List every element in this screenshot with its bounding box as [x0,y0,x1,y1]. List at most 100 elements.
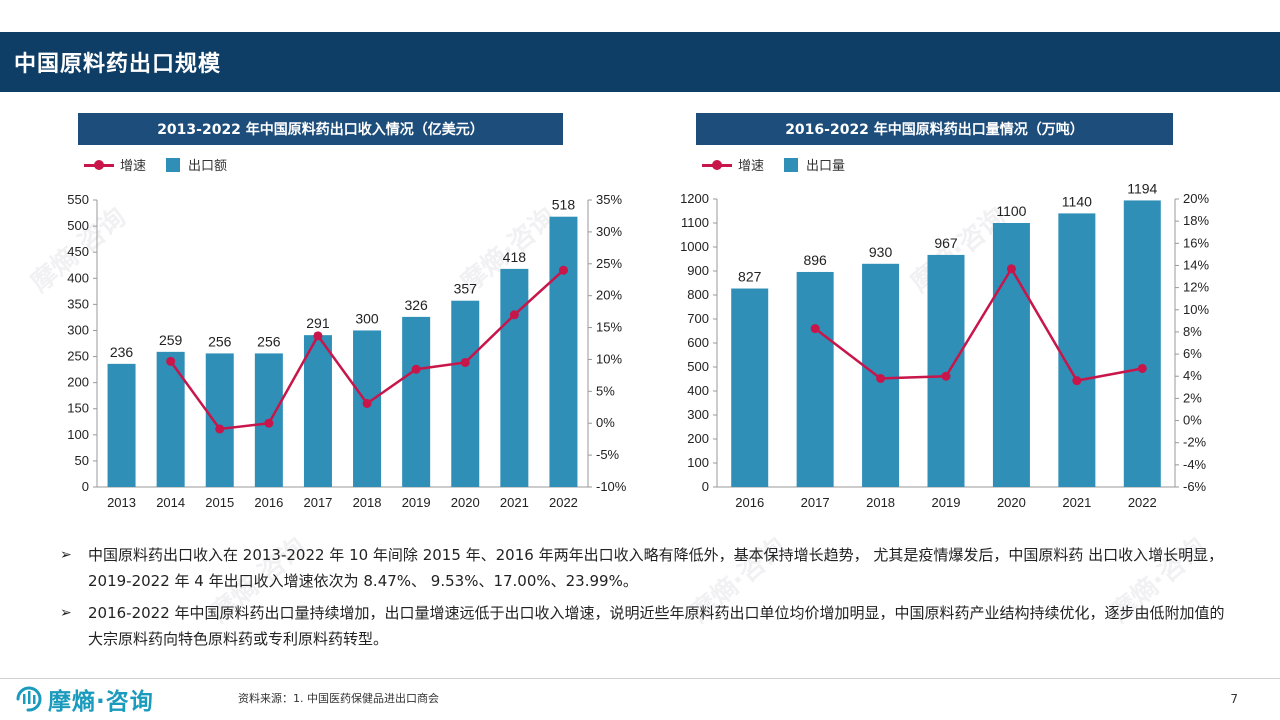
y2-tick-label: 4% [1183,368,1202,383]
y2-tick-label: 6% [1183,346,1202,361]
legend-bar-marker [784,157,799,172]
chart-title: 2016-2022 年中国原料药出口量情况（万吨） [696,113,1173,145]
chart-volume: 0 100 200 300 400 500 600 700 800 900 1000 1100 1200… [680,180,1209,510]
y-tick-label: 0 [702,479,709,494]
legend-bar-marker [166,157,181,172]
y2-tick-label: 10% [596,351,622,366]
bar-value-label: 1100 [996,203,1026,219]
bar [549,216,578,487]
page-header: 中国原料药出口规模 [0,32,1280,92]
legend-line-label: 增速 [738,159,765,174]
x-tick-label: 2017 [801,495,830,510]
x-tick-label: 2021 [1062,495,1091,510]
growth-point [1006,264,1016,274]
y-tick-label: 900 [687,263,709,278]
y-tick-label: 1000 [680,239,709,254]
y2-tick-label: 14% [1183,257,1209,272]
page-title: 中国原料药出口规模 [14,52,222,77]
bar-value-label: 418 [503,249,527,265]
bar [1058,213,1096,487]
chart-panel-revenue: 2013-2022 年中国原料药出口收入情况（亿美元） 增速 出口额 0 50 10… [0,113,627,513]
bar [156,351,185,487]
x-tick-label: 2016 [254,495,283,510]
y2-tick-label: -6% [1183,479,1207,494]
bullet-text: 2016-2022 年中国原料药出口量持续增加，出口量增速远低于出口收入增速，说… [88,604,1225,648]
bar-value-label: 357 [454,281,478,297]
y2-tick-label: 25% [596,256,622,271]
y2-tick-label: 0% [596,415,615,430]
y-tick-label: 100 [67,427,89,442]
source-note: 资料来源：1. 中国医药保健品进出口商会 [238,692,439,705]
y-tick-label: 500 [687,359,709,374]
growth-point [166,356,176,366]
bar-value-label: 326 [404,297,428,313]
bar [353,330,382,487]
growth-point [313,331,323,341]
y-tick-label: 800 [687,287,709,302]
y2-tick-label: -10% [596,479,627,494]
bullet-item: ➢ 2016-2022 年中国原料药出口量持续增加，出口量增速远低于出口收入增速… [60,600,1230,652]
bar [992,223,1030,487]
x-tick-label: 2013 [107,495,136,510]
y-tick-label: 150 [67,401,89,416]
logo-icon [16,686,42,712]
bullet-text: 中国原料药出口收入在 2013-2022 年 10 年间除 2015 年、201… [88,546,1224,590]
logo-text: 摩熵·咨询 [48,689,154,715]
y-tick-label: 0 [82,479,89,494]
growth-point [509,310,519,320]
y-tick-label: 400 [67,270,89,285]
y-tick-label: 400 [687,383,709,398]
bar [303,335,332,487]
legend-line-label: 增速 [120,159,147,174]
bar-value-label: 896 [803,252,827,268]
y2-tick-label: -2% [1183,435,1207,450]
y-tick-label: 300 [687,407,709,422]
growth-point [362,398,372,408]
x-tick-label: 2020 [997,495,1026,510]
bar-value-label: 259 [159,332,183,348]
y-tick-label: 100 [687,455,709,470]
bar-value-label: 300 [355,310,379,326]
x-tick-label: 2014 [156,495,185,510]
growth-point [876,373,886,383]
x-tick-label: 2016 [735,495,764,510]
y-tick-label: 300 [67,322,89,337]
x-tick-label: 2018 [866,495,895,510]
bar-value-label: 518 [552,197,576,213]
growth-point [558,265,568,275]
x-tick-label: 2020 [451,495,480,510]
y2-tick-label: 35% [596,192,622,207]
y-tick-label: 500 [67,218,89,233]
footer-divider [0,678,1280,679]
y2-tick-label: 10% [1183,302,1209,317]
chart-title: 2013-2022 年中国原料药出口收入情况（亿美元） [78,113,563,145]
bar [205,353,234,487]
x-tick-label: 2019 [402,495,431,510]
y2-tick-label: 8% [1183,324,1202,339]
y2-tick-label: 30% [596,224,622,239]
bar [796,271,834,487]
y-tick-label: 50 [75,453,89,468]
bar-value-label: 256 [208,333,232,349]
y-tick-label: 250 [67,349,89,364]
growth-point [941,371,951,381]
y-tick-label: 550 [67,192,89,207]
x-tick-label: 2017 [303,495,332,510]
page-number: 7 [1230,692,1238,706]
legend-bar-label: 出口额 [188,159,228,174]
legend-line-marker [702,159,732,171]
y-tick-label: 600 [687,335,709,350]
growth-point [810,324,820,334]
bar-value-label: 256 [257,333,281,349]
y-tick-label: 1100 [681,215,709,230]
bar [451,300,480,487]
growth-point [411,364,421,374]
y2-tick-label: 16% [1183,235,1209,250]
bar-value-label: 1140 [1062,193,1092,209]
chart-revenue: 0 50 100 150 200 250 300 350 400 450 500 550 -10% -5%… [67,192,626,510]
y2-tick-label: 2% [1183,390,1202,405]
growth-point [264,418,274,428]
y2-tick-label: 20% [1183,191,1209,206]
bar-value-label: 291 [306,315,330,331]
x-tick-label: 2015 [205,495,234,510]
